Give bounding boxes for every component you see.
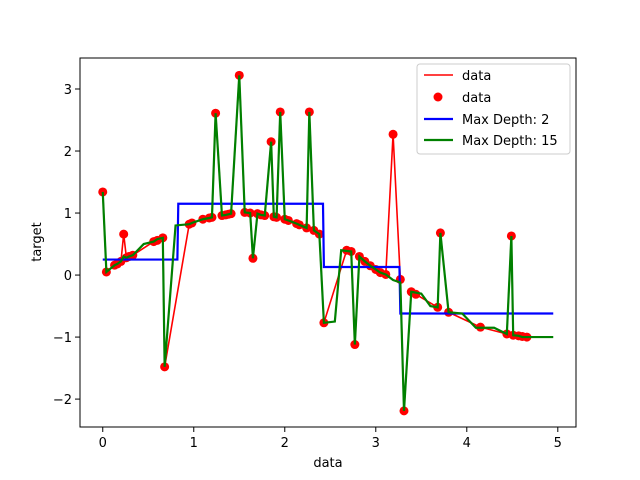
x-tick-label: 5 (554, 436, 562, 451)
legend: data data Max Depth: 2 Max Depth: 15 (416, 63, 571, 155)
y-tick-label: 2 (64, 145, 72, 160)
data-point (119, 229, 129, 239)
ticks-layer: 0 1 2 3 4 5 −2 −1 0 1 2 3 (53, 83, 562, 451)
legend-swatch-data-points (433, 92, 443, 102)
plot-frame (79, 57, 577, 428)
legend-label-data-points: data (462, 91, 491, 106)
x-tick-label: 1 (190, 436, 198, 451)
y-tick-label: −2 (53, 393, 72, 408)
legend-label-depth-2: Max Depth: 2 (462, 113, 549, 128)
x-tick-label: 0 (99, 436, 107, 451)
x-axis-label: data (313, 456, 342, 471)
legend-label-depth-15: Max Depth: 15 (462, 134, 558, 149)
y-tick-label: 3 (64, 83, 72, 98)
y-tick-label: 1 (64, 207, 72, 222)
data-point (388, 129, 398, 139)
legend-label-data-line: data (462, 69, 491, 84)
x-tick-label: 2 (281, 436, 289, 451)
depth-15-line (101, 75, 554, 411)
y-tick-label: 0 (64, 269, 72, 284)
legend-frame (416, 63, 571, 155)
y-axis-label: target (30, 222, 45, 262)
series-layer (98, 70, 554, 416)
x-tick-label: 3 (372, 436, 380, 451)
y-tick-label: −1 (53, 331, 72, 346)
x-tick-label: 4 (463, 436, 471, 451)
